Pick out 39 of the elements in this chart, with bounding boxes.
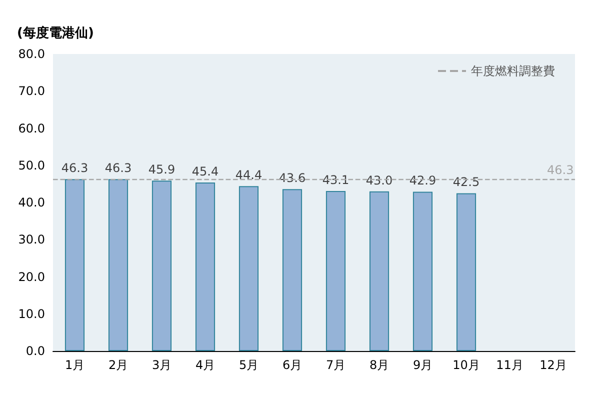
bar [64,179,85,351]
bar [195,182,216,351]
bar [412,192,433,351]
bar [282,189,302,351]
y-tick-label: 30.0 [18,232,45,247]
y-tick-label: 20.0 [18,270,45,284]
y-tick-label: 0.0 [26,344,45,358]
data-label: 45.9 [148,162,176,177]
bar [238,186,259,351]
y-tick-label: 60.0 [18,121,45,136]
x-tick-label: 6月 [282,358,302,372]
y-axis-title: (每度電港仙) [17,25,94,41]
x-tick-label: 1月 [64,358,85,372]
x-tick-label: 9月 [412,358,433,372]
y-tick-label: 50.0 [18,158,45,172]
y-tick-label: 10.0 [18,306,45,321]
annotation: 年度燃料調整費 [471,64,555,78]
bar [456,193,476,351]
y-tick-label: 80.0 [18,47,45,61]
data-label: 44.4 [235,168,262,182]
x-tick-label: 5月 [238,358,259,372]
x-tick-label: 4月 [195,358,216,372]
ref-line-label: 46.3 [547,163,574,178]
x-tick-label: 7月 [326,358,346,372]
data-label: 45.4 [192,164,219,178]
x-tick-label: 11月 [496,358,524,372]
x-tick-label: 3月 [152,358,172,372]
data-label: 46.3 [104,161,132,176]
data-label: 46.3 [61,161,88,176]
y-tick-label: 70.0 [18,84,45,98]
bar [369,191,390,351]
bar [152,180,172,351]
x-tick-label: 2月 [108,358,128,372]
x-tick-label: 10月 [452,358,480,372]
x-tick-label: 8月 [369,358,390,372]
bar [326,190,346,351]
x-tick-label: 12月 [540,358,567,372]
bar [108,179,128,351]
y-tick-label: 40.0 [18,196,45,210]
